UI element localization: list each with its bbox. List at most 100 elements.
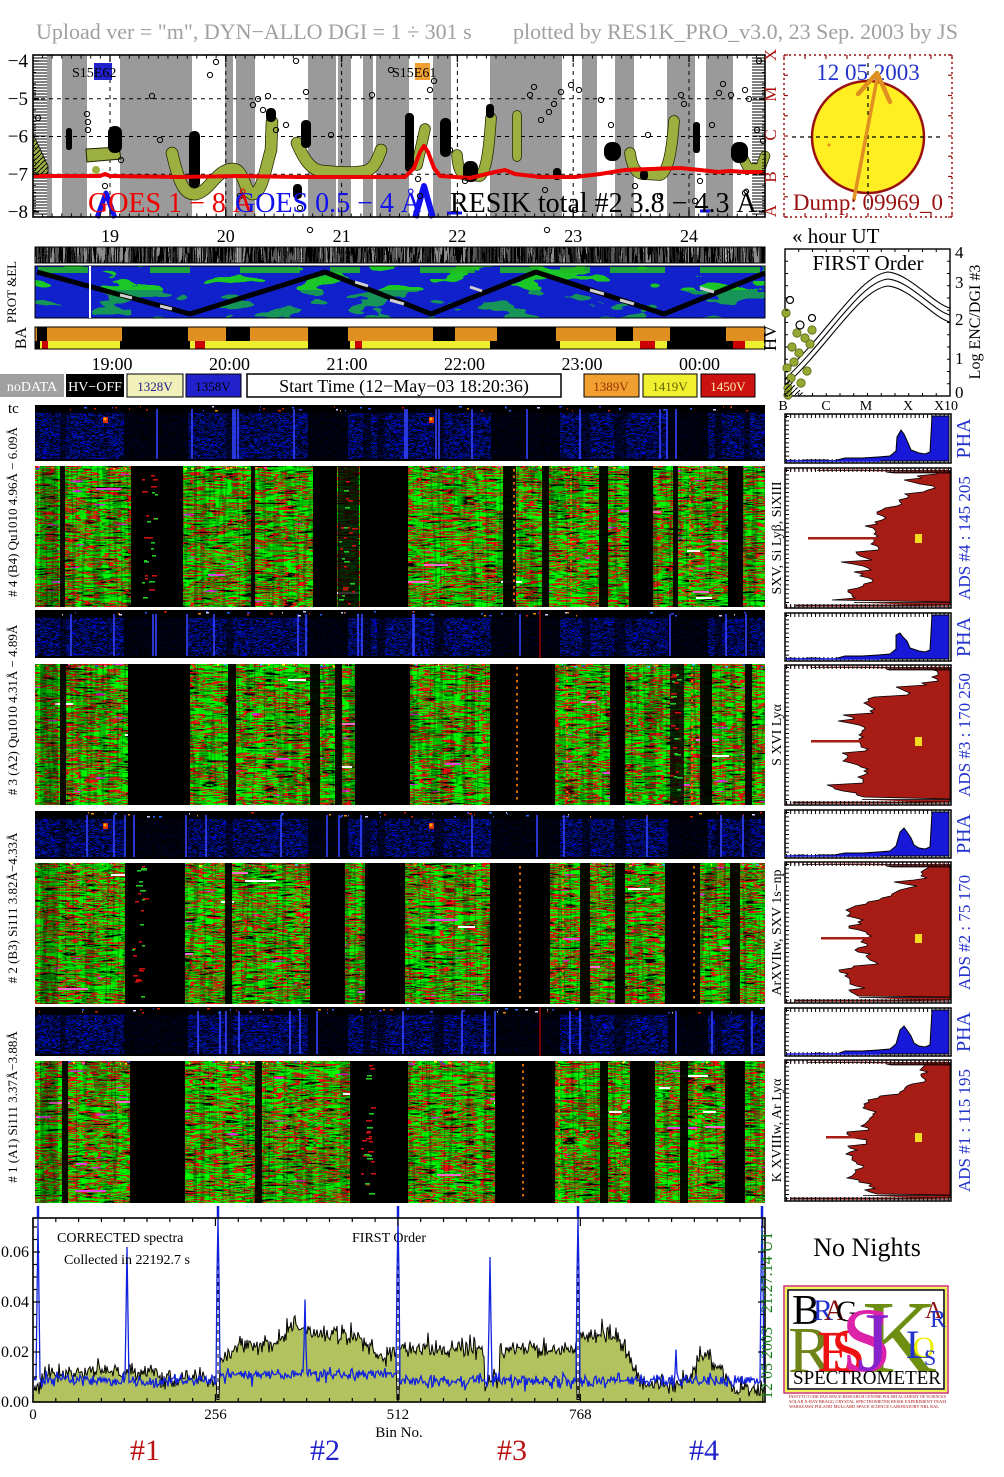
svg-text:23: 23 xyxy=(564,226,582,246)
svg-text:21:00: 21:00 xyxy=(326,354,367,374)
svg-text:21: 21 xyxy=(333,226,351,246)
svg-text:WARSZAWA POLAND MULLARD SPACE: WARSZAWA POLAND MULLARD SPACE SCIENCE LA… xyxy=(789,1404,939,1409)
svg-text:PHA: PHA xyxy=(953,418,975,459)
svg-text:C: C xyxy=(821,399,830,414)
svg-text:S15E61: S15E61 xyxy=(392,66,436,81)
svg-text:S: S xyxy=(841,1289,892,1391)
svg-text:23:00: 23:00 xyxy=(561,354,602,374)
svg-text:22: 22 xyxy=(448,226,466,246)
svg-text:SPECTROMETER: SPECTROMETER xyxy=(793,1367,942,1389)
svg-text:FIRST Order: FIRST Order xyxy=(352,1231,426,1246)
svg-text:#2: #2 xyxy=(310,1434,340,1467)
svg-text:R: R xyxy=(930,1307,946,1333)
svg-text:19: 19 xyxy=(101,226,119,246)
svg-text:21:27:14 UT: 21:27:14 UT xyxy=(759,1231,776,1313)
svg-text:Start Time (12−May−03 18:20:36: Start Time (12−May−03 18:20:36) xyxy=(279,376,529,397)
svg-text:#4: #4 xyxy=(689,1434,719,1467)
svg-text:0.02: 0.02 xyxy=(1,1344,29,1361)
svg-text:S: S xyxy=(831,1318,865,1386)
svg-text:0: 0 xyxy=(29,1407,37,1423)
svg-text:ADS #1 : 115 195: ADS #1 : 115 195 xyxy=(955,1069,974,1192)
svg-text:Dump: 09969_0: Dump: 09969_0 xyxy=(793,190,943,215)
svg-text:24: 24 xyxy=(680,226,698,246)
svg-text:B: B xyxy=(792,1288,820,1334)
svg-text:ADS #2 : 75 170: ADS #2 : 75 170 xyxy=(955,875,974,990)
svg-text:1328V: 1328V xyxy=(137,379,173,394)
svg-text:−8: −8 xyxy=(8,202,28,223)
svg-text:#1: #1 xyxy=(130,1434,160,1467)
svg-text:1389V: 1389V xyxy=(593,379,629,394)
svg-text:2: 2 xyxy=(955,310,964,329)
svg-text:K: K xyxy=(862,1280,937,1395)
svg-text:R: R xyxy=(813,1294,833,1327)
svg-text:X: X xyxy=(903,399,913,414)
svg-text:1: 1 xyxy=(955,349,964,368)
svg-text:FIRST Order: FIRST Order xyxy=(812,251,923,275)
svg-text:12 05 2003: 12 05 2003 xyxy=(759,1327,776,1399)
svg-text:PHA: PHA xyxy=(953,813,975,854)
svg-text:plotted by RES1K_PRO_v3.0, 23: plotted by RES1K_PRO_v3.0, 23 Sep. 2003 … xyxy=(513,19,958,44)
svg-text:00:00: 00:00 xyxy=(679,354,720,374)
svg-text:O: O xyxy=(913,1331,935,1364)
svg-text:R: R xyxy=(788,1314,832,1387)
svg-text:#3: #3 xyxy=(497,1434,527,1467)
svg-text:HV−OFF: HV−OFF xyxy=(68,380,122,395)
svg-text:L: L xyxy=(906,1322,930,1367)
svg-text:ArXVIIw, SXV 1s−np: ArXVIIw, SXV 1s−np xyxy=(770,869,785,995)
svg-text:PHA: PHA xyxy=(953,616,975,657)
svg-text:GOES 0.5 − 4 Å: GOES 0.5 − 4 Å xyxy=(235,188,422,219)
svg-text:E: E xyxy=(817,1319,852,1384)
svg-text:1419V: 1419V xyxy=(652,379,688,394)
svg-text:0.06: 0.06 xyxy=(1,1244,29,1261)
svg-text:19:00: 19:00 xyxy=(91,354,132,374)
svg-text:Bin No.: Bin No. xyxy=(375,1425,423,1441)
svg-text:J: J xyxy=(857,1296,890,1389)
svg-text:S XVI Lyα: S XVI Lyα xyxy=(770,703,785,765)
svg-text:1358V: 1358V xyxy=(195,379,231,394)
svg-text:0: 0 xyxy=(955,383,964,402)
svg-text:20: 20 xyxy=(217,226,235,246)
svg-text:4: 4 xyxy=(955,243,964,262)
svg-text:SOLAR X-RAY BRAGG CRYSTAL SPEC: SOLAR X-RAY BRAGG CRYSTAL SPECTROMETER R… xyxy=(789,1399,946,1404)
svg-text:−7: −7 xyxy=(8,164,28,185)
svg-text:Log ENC/DGI #3: Log ENC/DGI #3 xyxy=(967,265,984,380)
svg-text:GOES 1 − 8 Å: GOES 1 − 8 Å xyxy=(88,188,254,219)
svg-text:0.00: 0.00 xyxy=(1,1394,29,1411)
svg-text:−4: −4 xyxy=(8,51,29,72)
svg-text:SXV, Si Lyβ, SiXIII: SXV, Si Lyβ, SiXIII xyxy=(770,481,785,594)
svg-text:# 1 (A1) Si111 3.37Å−3.88Å: # 1 (A1) Si111 3.37Å−3.88Å xyxy=(5,1031,20,1183)
svg-text:# 4 (B4) Qu1010 4.96Å − 6.09Å: # 4 (B4) Qu1010 4.96Å − 6.09Å xyxy=(5,426,20,596)
svg-text:BA: BA xyxy=(13,326,30,349)
svg-text:X10: X10 xyxy=(934,399,958,414)
svg-text:C: C xyxy=(761,129,780,140)
svg-text:# 3 (A2) Qu1010 4.31Å − 4.89Å: # 3 (A2) Qu1010 4.31Å − 4.89Å xyxy=(5,624,20,795)
svg-text:3: 3 xyxy=(955,273,964,292)
svg-text:S15E62: S15E62 xyxy=(72,66,116,81)
svg-text:G: G xyxy=(836,1295,858,1328)
svg-text:M: M xyxy=(860,399,873,414)
svg-text:Collected in 22192.7 s: Collected in 22192.7 s xyxy=(64,1253,190,1268)
svg-text:B: B xyxy=(778,399,787,414)
svg-text:A: A xyxy=(761,204,780,217)
svg-text:1450V: 1450V xyxy=(710,379,746,394)
svg-text:0.04: 0.04 xyxy=(1,1294,29,1311)
svg-text:RESIK total #2 3.8 − 4.3 Å: RESIK total #2 3.8 − 4.3 Å xyxy=(450,188,757,219)
svg-text:CORRECTED spectra: CORRECTED spectra xyxy=(57,1231,184,1246)
svg-text:A: A xyxy=(925,1298,943,1324)
svg-text:−6: −6 xyxy=(8,127,28,148)
svg-text:512: 512 xyxy=(387,1407,410,1423)
svg-text:ADS #4 : 145 205: ADS #4 : 145 205 xyxy=(955,476,974,600)
svg-text:« hour UT: « hour UT xyxy=(792,224,880,248)
svg-text:INSTYTUT CBK PAN SPACE RESEARC: INSTYTUT CBK PAN SPACE RESEARCH CENTRE P… xyxy=(789,1394,946,1399)
svg-text:HV: HV xyxy=(760,325,780,351)
svg-text:K XVIIIw, Ar Lyα: K XVIIIw, Ar Lyα xyxy=(770,1078,785,1182)
svg-text:A: A xyxy=(824,1294,846,1327)
svg-text:tc: tc xyxy=(8,401,19,417)
svg-text:20:00: 20:00 xyxy=(209,354,250,374)
svg-text:Upload ver = "m", DYN−ALLO DGI: Upload ver = "m", DYN−ALLO DGI = 1 ÷ 301… xyxy=(36,19,472,44)
svg-text:PHA: PHA xyxy=(953,1011,975,1052)
svg-text:B: B xyxy=(761,171,780,182)
svg-text:ADS #3 : 170 250: ADS #3 : 170 250 xyxy=(955,673,974,797)
svg-text:X: X xyxy=(761,49,780,61)
svg-text:# 2 (B3) Si111 3.82Å−4.33Å: # 2 (B3) Si111 3.82Å−4.33Å xyxy=(5,832,20,983)
